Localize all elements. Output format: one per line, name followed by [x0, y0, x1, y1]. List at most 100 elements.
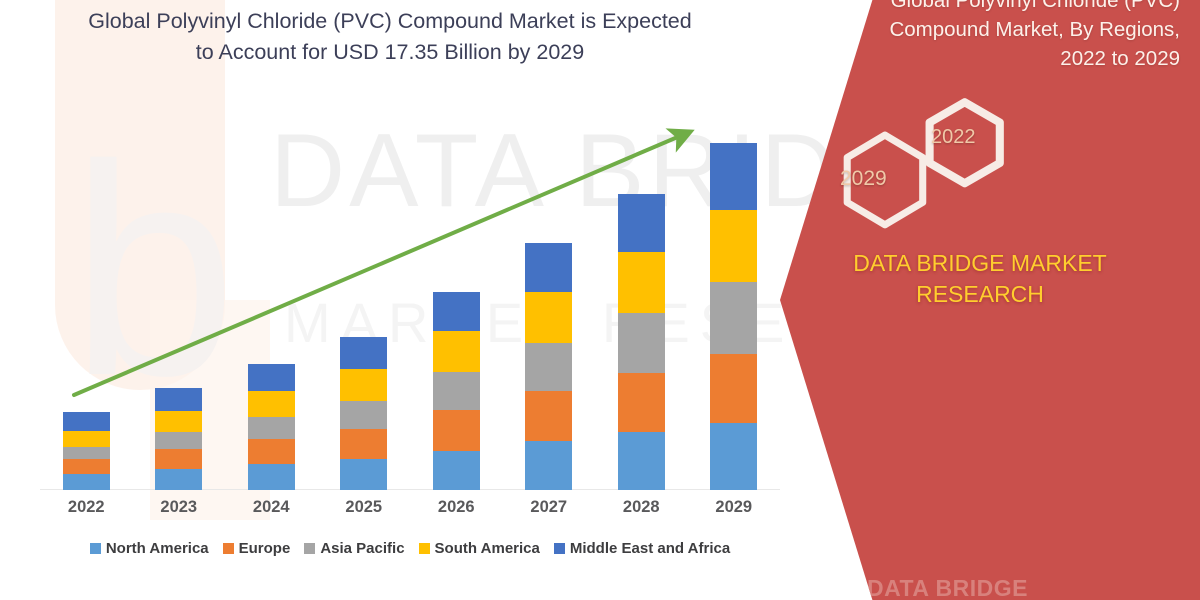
legend-item[interactable]: Asia Pacific	[304, 540, 405, 557]
branding-title-line-1: Global Polyvinyl Chloride (PVC)	[890, 0, 1180, 12]
x-axis-tick: 2027	[530, 498, 568, 516]
brand-name-line-1: DATA BRIDGE MARKET	[853, 250, 1107, 276]
stacked-bar[interactable]	[155, 388, 203, 490]
bar-segment[interactable]	[617, 373, 665, 432]
chart-panel: b DATA BRIDGE MARKET RESEARCH Global Pol…	[0, 0, 900, 557]
bar-segment[interactable]	[62, 474, 110, 490]
hexagon-outline-icon	[843, 98, 1004, 229]
bar-segment[interactable]	[432, 331, 480, 372]
stacked-bar[interactable]	[247, 364, 295, 490]
bar-segment[interactable]	[247, 464, 295, 490]
bar-segment[interactable]	[340, 459, 388, 490]
legend-item-label: South America	[434, 540, 540, 557]
bar-segment[interactable]	[247, 417, 295, 439]
company-logo-text: DATA BRIDGE	[867, 574, 1028, 600]
legend-item[interactable]: South America	[418, 540, 540, 557]
bar-slot	[688, 112, 781, 490]
x-axis-tick: 2026	[437, 498, 475, 516]
bar-segment[interactable]	[432, 372, 480, 410]
x-axis-tick: 2029	[715, 498, 753, 516]
bar-segment[interactable]	[155, 411, 203, 432]
bar-segment[interactable]	[710, 282, 758, 354]
stacked-bar-chart	[40, 110, 780, 490]
bar-segment[interactable]	[432, 292, 480, 331]
bar-segment[interactable]	[340, 429, 388, 459]
bar-segment[interactable]	[710, 143, 758, 210]
bar-slot	[503, 112, 596, 490]
bar-segment[interactable]	[340, 369, 388, 401]
page-title: Global Polyvinyl Chloride (PVC) Compound…	[0, 6, 780, 67]
x-axis-tick: 2024	[252, 498, 290, 516]
bar-segment[interactable]	[432, 451, 480, 490]
hexagon-label-2022: 2022	[931, 126, 976, 148]
stacked-bar[interactable]	[62, 412, 110, 490]
legend-swatch-icon	[553, 543, 565, 554]
bar-segment[interactable]	[617, 432, 665, 490]
bar-segment[interactable]	[62, 412, 110, 431]
bar-segment[interactable]	[617, 252, 665, 313]
x-axis-tick: 2025	[345, 498, 383, 516]
page-title-line-2: to Account for USD 17.35 Billion by 2029	[195, 39, 585, 64]
bar-segment[interactable]	[340, 337, 388, 369]
bar-slot	[410, 112, 503, 490]
bar-slot	[133, 112, 226, 490]
bar-segment[interactable]	[62, 431, 110, 447]
legend-item[interactable]: North America	[89, 540, 209, 557]
branding-panel-title: Global Polyvinyl Chloride (PVC) Compound…	[810, 0, 1180, 73]
stacked-bar[interactable]	[432, 292, 480, 490]
legend-swatch-icon	[418, 543, 430, 554]
chart-legend: North America Europe Asia Pacific South Ame…	[40, 540, 780, 557]
stacked-bar[interactable]	[525, 243, 573, 490]
legend-item-label: Europe	[238, 540, 291, 557]
stacked-bar[interactable]	[710, 143, 758, 490]
bar-slot	[40, 112, 133, 490]
bar-segment[interactable]	[247, 439, 295, 464]
bar-segment[interactable]	[340, 401, 388, 429]
bar-group	[40, 112, 780, 490]
bar-segment[interactable]	[710, 354, 758, 423]
bar-segment[interactable]	[525, 441, 573, 490]
bar-segment[interactable]	[525, 391, 573, 441]
stacked-bar[interactable]	[617, 194, 665, 490]
bar-segment[interactable]	[155, 432, 203, 449]
bar-segment[interactable]	[432, 410, 480, 451]
legend-swatch-icon	[304, 543, 316, 554]
bar-segment[interactable]	[617, 194, 665, 252]
stacked-bar[interactable]	[340, 337, 388, 490]
brand-name: DATA BRIDGE MARKET RESEARCH	[780, 248, 1180, 310]
bar-segment[interactable]	[525, 343, 573, 391]
bar-segment[interactable]	[155, 469, 203, 490]
bar-segment[interactable]	[247, 364, 295, 391]
legend-item-label: North America	[105, 540, 209, 557]
branding-title-line-3: 2022 to 2029	[1060, 47, 1180, 71]
bar-segment[interactable]	[710, 423, 758, 490]
legend-item[interactable]: Middle East and Africa	[553, 540, 731, 557]
hexagon-badges: 2029 2022	[800, 82, 1120, 232]
bar-segment[interactable]	[62, 447, 110, 459]
bar-segment[interactable]	[617, 313, 665, 373]
bar-segment[interactable]	[62, 459, 110, 474]
x-axis-labels: 2022 2023 2024 2025 2026 2027 2028 2029	[40, 498, 780, 517]
bar-segment[interactable]	[247, 391, 295, 417]
bar-slot	[225, 112, 318, 490]
x-axis-tick: 2023	[160, 498, 198, 516]
bar-segment[interactable]	[710, 210, 758, 282]
brand-name-line-2: RESEARCH	[916, 281, 1044, 308]
bar-segment[interactable]	[525, 292, 573, 343]
branding-panel-inner: Global Polyvinyl Chloride (PVC) Compound…	[780, 0, 1200, 600]
x-axis-tick: 2022	[67, 498, 105, 516]
bar-segment[interactable]	[525, 243, 573, 292]
page-title-line-1: Global Polyvinyl Chloride (PVC) Compound…	[88, 9, 692, 33]
legend-swatch-icon	[222, 543, 234, 554]
bar-segment[interactable]	[155, 449, 203, 469]
branding-title-line-2: Compound Market, By Regions,	[889, 18, 1180, 42]
legend-swatch-icon	[89, 543, 101, 554]
x-axis-tick: 2028	[622, 498, 660, 516]
bar-segment[interactable]	[155, 388, 203, 411]
legend-item-label: Middle East and Africa	[569, 540, 731, 557]
legend-item[interactable]: Europe	[222, 540, 291, 557]
legend-item-label: Asia Pacific	[320, 540, 405, 557]
chart-baseline	[40, 489, 780, 490]
branding-panel: Global Polyvinyl Chloride (PVC) Compound…	[780, 0, 1200, 600]
